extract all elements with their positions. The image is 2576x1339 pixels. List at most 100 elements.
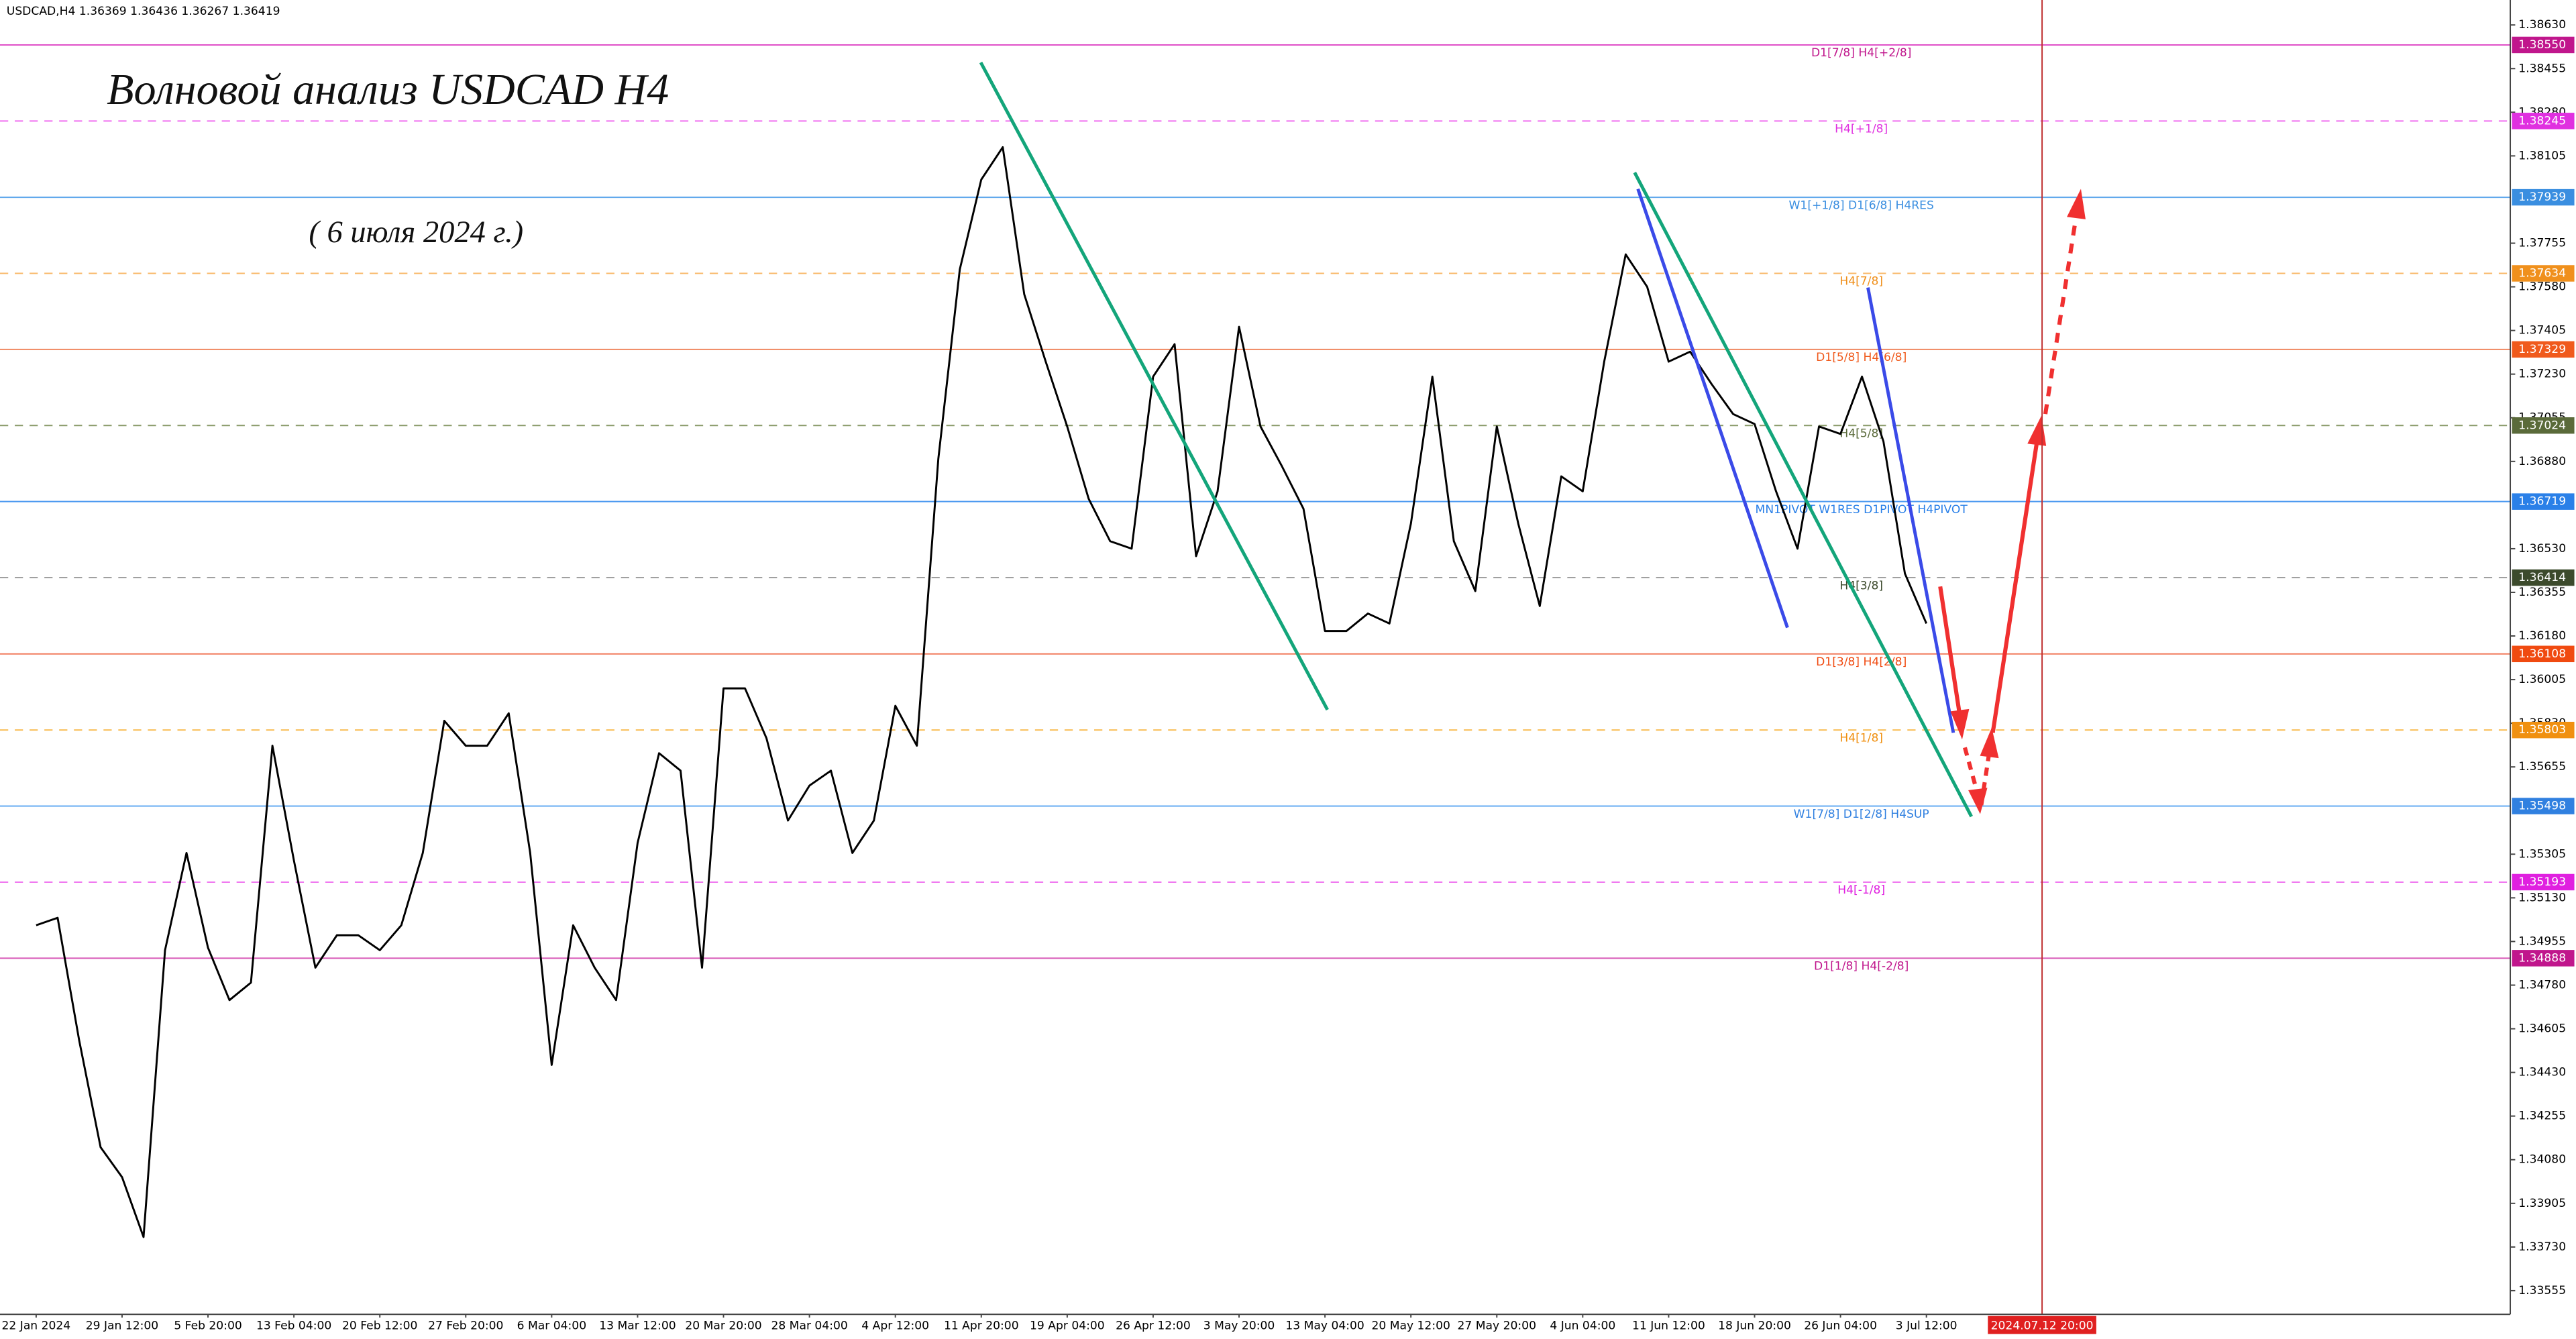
y-tick-label: 1.36530 [2518,542,2566,555]
annotation-date: ( 6 июля 2024 г.) [309,215,523,250]
x-tick-label: 6 Mar 04:00 [517,1319,586,1332]
x-tick-label: 11 Apr 20:00 [944,1319,1019,1332]
axes: 1.386301.384551.382801.381051.377551.375… [2,18,2575,1332]
y-tick-label: 1.38455 [2518,62,2566,75]
price-tag [2512,493,2575,510]
price-tag [2512,873,2575,891]
y-tick-label: 1.33730 [2518,1240,2566,1254]
arrow [1979,750,1992,806]
price-tag-label: 1.35803 [2518,723,2566,737]
price-tag-label: 1.38245 [2518,114,2566,127]
x-tick-label: 26 Jun 04:00 [1804,1319,1877,1332]
x-tick-label: 13 Mar 12:00 [599,1319,676,1332]
y-tick-label: 1.35305 [2518,847,2566,861]
arrow-head [1950,708,1970,740]
level-label: MN1PIVOT W1RES D1PIVOT H4PIVOT [1756,503,1968,517]
price-tag [2512,189,2575,206]
level-label: D1[5/8] H4[6/8] [1816,351,1907,364]
price-tag [2512,950,2575,967]
price-tag-label: 1.36414 [2518,571,2566,584]
price-tag-label: 1.38550 [2518,38,2566,52]
forecast-arrows [1938,189,2086,814]
price-tag-label: 1.37939 [2518,191,2566,204]
y-tick-label: 1.34955 [2518,934,2566,948]
y-tick-label: 1.36880 [2518,455,2566,468]
arrow-head [2067,189,2086,219]
y-tick-label: 1.37580 [2518,280,2566,294]
arrow [2043,213,2079,415]
y-tick-label: 1.35655 [2518,760,2566,773]
y-tick-label: 1.34605 [2518,1022,2566,1036]
level-label: H4[-1/8] [1837,883,1885,897]
x-tick-label: 27 May 20:00 [1458,1319,1536,1332]
y-tick-label: 1.36005 [2518,673,2566,686]
y-tick-label: 1.34430 [2518,1066,2566,1079]
level-label: W1[+1/8] D1[6/8] H4RES [1789,199,1934,212]
y-tick-label: 1.36180 [2518,629,2566,643]
x-tick-label: 27 Feb 20:00 [428,1319,503,1332]
arrow [1990,439,2039,733]
y-tick-label: 1.35130 [2518,891,2566,904]
y-tick-label: 1.37230 [2518,368,2566,381]
trend-line [979,61,1329,711]
price-line [36,146,1928,1238]
level-label: H4[5/8] [1839,427,1883,441]
chart-header: USDCAD,H4 1.36369 1.36436 1.36267 1.3641… [7,5,280,18]
x-tick-label: 29 Jan 12:00 [86,1319,158,1332]
x-tick-label: 5 Feb 20:00 [174,1319,241,1332]
price-tag-label: 1.35193 [2518,875,2566,889]
level-label: D1[7/8] H4[+2/8] [1811,46,1911,60]
y-tick-label: 1.33555 [2518,1284,2566,1297]
y-tick-label: 1.37405 [2518,324,2566,337]
trend-line [1636,188,1789,629]
price-tag-label: 1.37329 [2518,343,2566,356]
price-tag [2512,645,2575,663]
x-tick-label: 4 Apr 12:00 [861,1319,929,1332]
price-tag-label: 1.36108 [2518,647,2566,661]
price-tag [2512,569,2575,586]
x-tick-label: 4 Jun 04:00 [1550,1319,1615,1332]
y-tick-label: 1.37755 [2518,237,2566,250]
price-tag-label: 1.35498 [2518,800,2566,813]
series [36,146,1928,1238]
x-tick-label: 22 Jan 2024 [2,1319,71,1332]
x-tick-label: 13 May 04:00 [1285,1319,1364,1332]
x-tick-label: 18 Jun 20:00 [1718,1319,1791,1332]
level-label: D1[1/8] H4[-2/8] [1814,960,1909,973]
x-tick-label: 3 Jul 12:00 [1896,1319,1957,1332]
x-tick-label: 20 Feb 12:00 [342,1319,417,1332]
price-tag [2512,721,2575,739]
time-marker-label: 2024.07.12 20:00 [1991,1319,2094,1332]
time-marker-box [1988,1316,2096,1334]
annotation-title: Волновой анализ USDCAD H4 [107,65,669,114]
level-label: H4[+1/8] [1835,123,1888,136]
level-label: H4[1/8] [1839,731,1883,745]
price-tag [2512,265,2575,282]
x-tick-label: 3 May 20:00 [1203,1319,1275,1332]
price-tag [2512,417,2575,434]
price-tag-label: 1.37024 [2518,419,2566,432]
price-tag-label: 1.36719 [2518,495,2566,508]
y-tick-label: 1.34080 [2518,1153,2566,1167]
y-tick-label: 1.34255 [2518,1110,2566,1123]
x-tick-label: 26 Apr 12:00 [1116,1319,1191,1332]
level-label: W1[7/8] D1[2/8] H4SUP [1794,808,1929,821]
x-tick-label: 20 Mar 20:00 [685,1319,761,1332]
x-tick-label: 20 May 12:00 [1371,1319,1450,1332]
level-label: H4[3/8] [1839,579,1883,592]
arrow [1938,586,1962,717]
y-tick-label: 1.33905 [2518,1197,2566,1210]
y-tick-label: 1.38630 [2518,18,2566,32]
level-label: H4[7/8] [1839,275,1883,288]
levels: D1[7/8] H4[+2/8] H4[+1/8] W1[+1/8] D1[6/8]… [0,44,2511,973]
level-label: D1[3/8] H4[2/8] [1816,655,1907,669]
price-tag [2512,341,2575,358]
x-tick-label: 13 Feb 04:00 [256,1319,331,1332]
trend-line [1866,287,1955,733]
price-tag [2512,36,2575,54]
y-tick-label: 1.36355 [2518,586,2566,599]
x-tick-label: 11 Jun 12:00 [1632,1319,1705,1332]
price-tag-label: 1.37634 [2518,266,2566,280]
